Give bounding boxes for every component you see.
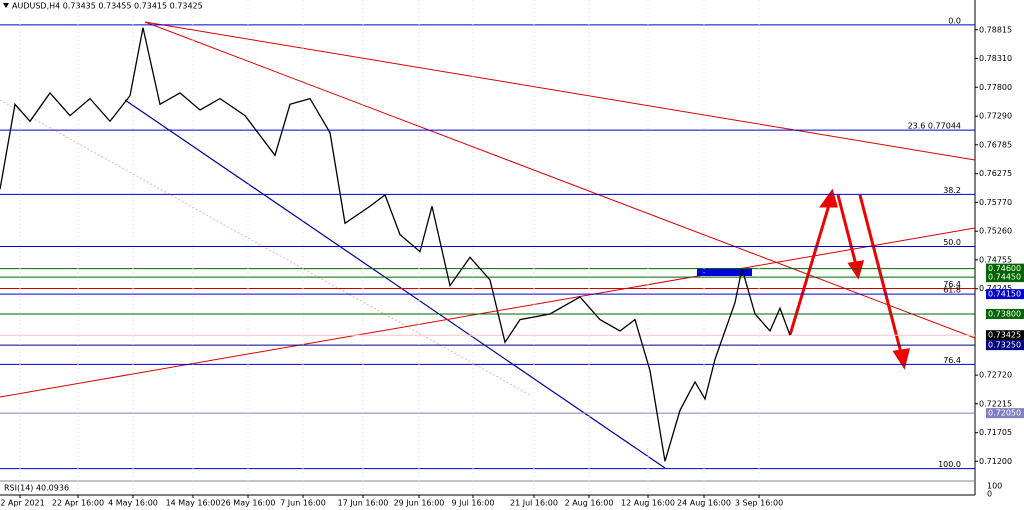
x-tick-label: 14 May 16:00 bbox=[166, 499, 221, 508]
level-note: 50.0 bbox=[943, 238, 961, 247]
menu-arrow[interactable] bbox=[3, 3, 9, 8]
x-tick-label: 26 May 16:00 bbox=[221, 499, 276, 508]
level-note: 76.4 bbox=[943, 280, 961, 289]
trend-line bbox=[144, 21, 976, 339]
price-tag bbox=[986, 308, 1024, 319]
price-tag-label: 0.74450 bbox=[988, 273, 1021, 282]
x-tick-label: 17 Jun 16:00 bbox=[338, 499, 389, 508]
level-note: 61.8 bbox=[943, 286, 961, 295]
price-tag-label: 0.73800 bbox=[988, 309, 1021, 318]
price-tag bbox=[986, 289, 1024, 300]
level-note: 0.0 bbox=[948, 16, 961, 25]
y-tick-label: 0.77800 bbox=[979, 83, 1012, 92]
price-tag bbox=[986, 340, 1024, 351]
x-tick-label: 12 Apr 2021 bbox=[0, 499, 45, 508]
y-tick-label: 0.75770 bbox=[979, 198, 1012, 207]
indicator-label: RSI(14) 40.0936 bbox=[4, 484, 69, 493]
y-tick-label: 0.77290 bbox=[979, 112, 1012, 121]
level-note: 23.6 0.77044 bbox=[908, 122, 961, 131]
trend-line bbox=[124, 99, 666, 469]
price-tag-label: 0.73250 bbox=[988, 341, 1021, 350]
price-tag bbox=[986, 272, 1024, 283]
price-tag-label: 0.73425 bbox=[988, 331, 1021, 340]
price-line bbox=[0, 27, 791, 462]
price-tag-label: 0.72050 bbox=[988, 409, 1021, 418]
y-tick-label: 0.72215 bbox=[979, 399, 1012, 408]
x-tick-label: 29 Jun 16:00 bbox=[394, 499, 445, 508]
rsi-tick-label: 0 bbox=[987, 490, 992, 499]
price-tag-label: 0.74150 bbox=[988, 290, 1021, 299]
y-tick-label: 0.71200 bbox=[979, 457, 1012, 466]
x-tick-label: 7 Jun 16:00 bbox=[280, 499, 326, 508]
y-tick-label: 0.74245 bbox=[979, 284, 1012, 293]
chart-title: AUDUSD,H4 0.73435 0.73455 0.73415 0.7342… bbox=[12, 2, 203, 11]
level-note: 38.2 bbox=[943, 186, 961, 195]
x-tick-label: 12 Aug 16:00 bbox=[621, 499, 675, 508]
y-tick-label: 0.78310 bbox=[979, 54, 1012, 63]
x-tick-label: 24 Aug 16:00 bbox=[677, 499, 731, 508]
price-tag bbox=[986, 263, 1024, 274]
y-tick-label: 0.72720 bbox=[979, 371, 1012, 380]
y-tick-label: 0.76785 bbox=[979, 140, 1012, 149]
y-tick-label: 0.78815 bbox=[979, 25, 1012, 34]
y-tick-label: 0.75260 bbox=[979, 227, 1012, 236]
y-tick-label: 0.71705 bbox=[979, 428, 1012, 437]
price-tag-label: 0.74600 bbox=[988, 264, 1021, 273]
rsi-tick-label: 100 bbox=[987, 482, 1002, 491]
y-tick-label: 0.74755 bbox=[979, 255, 1012, 264]
level-note: 76.4 bbox=[943, 356, 961, 365]
zone bbox=[697, 268, 752, 276]
x-tick-label: 4 May 16:00 bbox=[108, 499, 158, 508]
trend-line bbox=[0, 99, 531, 396]
x-tick-label: 3 Sep 16:00 bbox=[735, 499, 783, 508]
price-tag bbox=[986, 330, 1024, 341]
price-tag bbox=[986, 408, 1024, 419]
level-note: 100.0 bbox=[938, 460, 961, 469]
drawings bbox=[0, 21, 976, 470]
x-tick-label: 9 Jul 16:00 bbox=[452, 499, 495, 508]
y-tick-label: 0.76275 bbox=[979, 169, 1012, 178]
trend-line bbox=[144, 21, 976, 161]
x-tick-label: 2 Aug 16:00 bbox=[565, 499, 614, 508]
x-tick-label: 21 Jul 16:00 bbox=[510, 499, 558, 508]
x-tick-label: 22 Apr 16:00 bbox=[52, 499, 104, 508]
